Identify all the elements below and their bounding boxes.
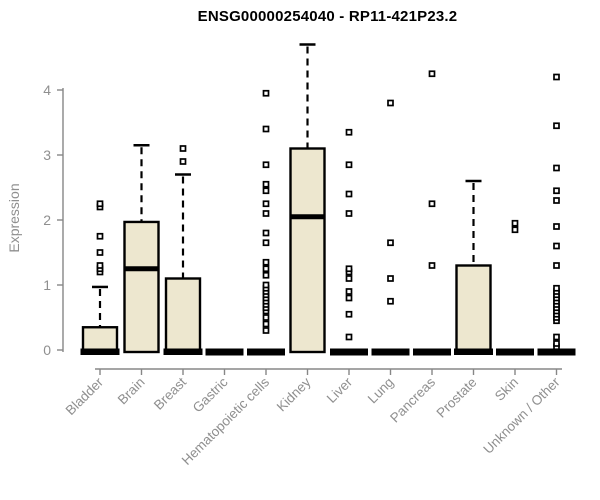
- y-tick-label: 4: [43, 82, 51, 98]
- median-line-hematopoietic-cells: [247, 348, 285, 356]
- median-line-prostate: [454, 348, 493, 355]
- outlier-point-hematopoietic-cells: [262, 320, 270, 328]
- box-kidney: [289, 147, 326, 354]
- outlier-point-bladder: [96, 232, 104, 240]
- y-tick-label: 2: [43, 212, 51, 228]
- outlier-point-liver: [345, 333, 353, 341]
- outlier-point-unknown-other: [553, 262, 560, 269]
- outlier-point-lung: [387, 297, 394, 305]
- y-tick-label: 3: [43, 147, 51, 163]
- x-tick-label: Bladder: [63, 374, 107, 418]
- outlier-point-hematopoietic-cells: [262, 281, 270, 289]
- outlier-point-hematopoietic-cells: [262, 271, 270, 279]
- outlier-point-liver: [345, 161, 353, 169]
- x-tick-label: Prostate: [433, 375, 479, 421]
- outlier-point-hematopoietic-cells: [262, 200, 270, 208]
- outlier-point-unknown-other: [553, 242, 560, 250]
- outlier-point-lung: [387, 239, 394, 247]
- outlier-point-liver: [345, 310, 353, 318]
- y-tick-label: 1: [43, 277, 51, 293]
- outlier-point-liver: [345, 275, 353, 282]
- median-line-unknown-other: [537, 348, 576, 356]
- x-tick-label: Liver: [324, 374, 356, 406]
- x-tick-label: Kidney: [274, 374, 314, 414]
- median-line-kidney: [290, 214, 325, 220]
- median-line-lung: [371, 348, 410, 356]
- x-tick-label: Lung: [365, 375, 397, 407]
- outlier-point-unknown-other: [553, 187, 560, 195]
- outlier-point-hematopoietic-cells: [262, 180, 270, 188]
- median-line-bladder: [80, 348, 120, 355]
- outlier-point-hematopoietic-cells: [262, 210, 270, 217]
- outlier-point-liver: [345, 288, 353, 295]
- median-line-breast: [163, 348, 203, 355]
- outlier-point-hematopoietic-cells: [262, 265, 270, 273]
- outlier-point-liver: [345, 294, 353, 302]
- outlier-point-hematopoietic-cells: [262, 327, 270, 334]
- median-line-gastric: [205, 348, 244, 356]
- x-tick-label: Breast: [151, 374, 189, 412]
- outlier-point-hematopoietic-cells: [262, 258, 270, 266]
- outlier-point-breast: [179, 145, 187, 152]
- outlier-point-breast: [179, 158, 187, 165]
- outlier-point-hematopoietic-cells: [262, 125, 270, 133]
- median-line-skin: [496, 348, 534, 356]
- chart-title: ENSG00000254040 - RP11-421P23.2: [197, 8, 458, 25]
- box-prostate: [455, 264, 492, 354]
- outlier-point-hematopoietic-cells: [262, 239, 270, 247]
- outlier-point-bladder: [96, 249, 104, 256]
- outlier-point-unknown-other: [553, 122, 560, 130]
- median-line-pancreas: [413, 348, 451, 356]
- x-tick-label: Skin: [492, 375, 521, 404]
- outlier-point-pancreas: [428, 262, 436, 269]
- median-line-brain: [124, 266, 159, 272]
- box-breast: [164, 277, 202, 354]
- box-bladder: [81, 326, 119, 354]
- outlier-point-unknown-other: [553, 223, 560, 230]
- outlier-point-unknown-other: [553, 284, 560, 292]
- outlier-point-lung: [387, 99, 394, 107]
- outlier-point-pancreas: [428, 70, 436, 78]
- outlier-point-hematopoietic-cells: [262, 229, 270, 237]
- x-tick-label: Gastric: [190, 374, 231, 415]
- y-tick-label: 0: [43, 342, 51, 358]
- outlier-point-hematopoietic-cells: [262, 314, 270, 321]
- outlier-point-unknown-other: [553, 73, 560, 81]
- outlier-point-lung: [387, 275, 394, 282]
- outlier-point-hematopoietic-cells: [262, 89, 270, 97]
- outlier-point-unknown-other: [553, 197, 560, 204]
- outlier-point-liver: [345, 190, 353, 198]
- outlier-point-skin: [511, 219, 519, 227]
- outlier-point-hematopoietic-cells: [262, 187, 270, 195]
- x-tick-label: Pancreas: [387, 374, 438, 425]
- outlier-point-bladder: [96, 262, 104, 269]
- outlier-point-bladder: [96, 200, 104, 208]
- median-line-liver: [330, 348, 368, 356]
- outlier-point-unknown-other: [553, 333, 560, 341]
- outlier-point-unknown-other: [553, 164, 560, 172]
- outlier-point-unknown-other: [553, 340, 560, 347]
- x-tick-label: Unknown / Other: [480, 374, 563, 457]
- outlier-point-pancreas: [428, 200, 436, 208]
- box-brain: [123, 220, 160, 354]
- outlier-point-skin: [511, 226, 519, 234]
- y-axis-title: Expression: [6, 183, 22, 253]
- outlier-point-hematopoietic-cells: [262, 161, 270, 169]
- x-tick-label: Brain: [115, 375, 148, 408]
- outlier-point-liver: [345, 265, 353, 273]
- outlier-point-liver: [345, 128, 353, 136]
- outlier-point-liver: [345, 210, 353, 217]
